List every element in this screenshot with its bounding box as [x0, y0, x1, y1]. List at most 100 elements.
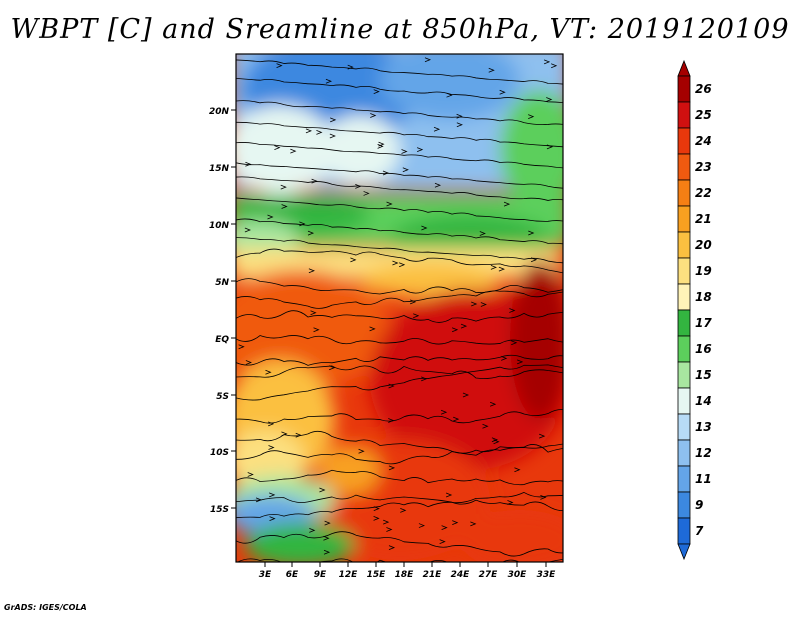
streamline — [236, 409, 563, 424]
streamline-arrow — [311, 178, 318, 184]
streamline-arrow — [400, 508, 407, 513]
streamline — [236, 290, 563, 309]
streamline-arrow — [462, 392, 470, 398]
streamline — [236, 364, 563, 401]
streamline-arrow — [456, 122, 463, 128]
colorbar-label: 15 — [695, 368, 712, 382]
streamline-arrow — [329, 133, 336, 139]
streamline-arrow — [539, 433, 546, 439]
streamline-arrow — [439, 539, 446, 545]
colorbar-segment — [677, 465, 691, 493]
streamline-arrow — [453, 416, 460, 422]
streamline-arrow — [445, 492, 453, 498]
colorbar-segment — [677, 439, 691, 467]
streamline-arrow — [416, 147, 424, 152]
colorbar-segment — [677, 517, 691, 545]
streamline-arrow — [267, 214, 274, 220]
colorbar: 26 25 24 23 22 21 20 19 18 17 16 15 14 13 12 11 9 7 — [677, 59, 712, 561]
lon-label: 12E — [339, 570, 359, 580]
lon-label: 3E — [259, 570, 272, 580]
streamline-arrow — [503, 201, 511, 207]
streamline-arrow — [386, 201, 393, 207]
streamline-arrow — [530, 257, 538, 263]
streamline — [236, 494, 563, 512]
streamline-arrow — [274, 145, 281, 150]
streamline-arrow — [280, 184, 287, 190]
streamline-arrow — [265, 369, 272, 375]
colorbar-segment — [677, 231, 691, 259]
streamline-arrow — [307, 230, 315, 236]
streamline-arrow — [323, 535, 330, 541]
lat-label: 15S — [210, 505, 229, 515]
lon-label: 24E — [451, 570, 471, 580]
streamline-arrow — [440, 409, 448, 415]
colorbar-label: 18 — [695, 290, 712, 304]
colorbar-label: 13 — [695, 420, 712, 434]
streamline-arrow — [323, 549, 331, 555]
colorbar-label: 23 — [695, 160, 712, 174]
streamline-arrow — [358, 448, 365, 454]
colorbar-label: 7 — [695, 524, 704, 538]
streamline-arrow — [355, 183, 362, 189]
streamline — [236, 310, 563, 323]
streamline-arrow — [316, 130, 323, 135]
colorbar-segment — [677, 283, 691, 311]
streamline-arrow — [255, 497, 263, 503]
streamline — [236, 531, 563, 557]
colorbar-label: 21 — [695, 212, 712, 226]
streamline-arrow — [325, 78, 332, 84]
streamline — [236, 558, 563, 562]
streamline-arrow — [309, 528, 316, 533]
lon-axis: 3E 6E 9E 12E 15E 18E 21E 24E 27E 30E 33E — [259, 562, 556, 580]
streamline-arrow — [543, 59, 551, 65]
streamline-arrow — [388, 465, 396, 471]
streamline-arrow — [424, 57, 432, 63]
colorbar-label: 11 — [695, 472, 712, 486]
streamline-arrow — [329, 365, 336, 371]
streamline-arrow — [446, 92, 453, 98]
streamline — [236, 142, 563, 169]
streamline-arrow — [456, 113, 463, 119]
streamline — [236, 218, 563, 245]
streamline-arrow — [386, 527, 393, 532]
streamline — [236, 469, 563, 486]
streamline-arrow — [507, 500, 514, 505]
colorbar-label: 22 — [695, 186, 712, 200]
streamline-arrow — [281, 204, 288, 209]
streamline-arrow — [269, 516, 276, 521]
streamline-arrow — [499, 89, 506, 95]
colorbar-label: 26 — [695, 82, 712, 96]
streamline — [236, 491, 563, 519]
streamline-arrow — [401, 149, 408, 154]
colorbar-segment — [677, 179, 691, 207]
streamline-arrow — [373, 506, 380, 511]
colorbar-segment — [677, 361, 691, 389]
streamline — [236, 278, 563, 295]
colorbar-label: 25 — [695, 108, 712, 122]
streamline-arrow — [421, 376, 428, 382]
streamline-arrow — [308, 268, 315, 274]
streamline-arrow — [369, 326, 376, 332]
streamline-arrow — [330, 117, 337, 123]
lon-label: 30E — [508, 570, 528, 580]
streamline-arrow — [498, 266, 505, 272]
colorbar-segment — [677, 335, 691, 363]
streamline-arrow — [482, 423, 489, 429]
streamline-arrow — [421, 225, 428, 231]
lat-label: 20N — [209, 107, 230, 117]
streamline-arrow — [480, 302, 487, 307]
streamline-arrow — [511, 340, 518, 346]
streamline-arrow — [313, 327, 320, 333]
streamline-arrow — [281, 431, 288, 437]
colorbar-segment — [677, 75, 691, 103]
colorbar-segment — [677, 257, 691, 285]
colorbar-arrow-bottom — [677, 543, 691, 561]
streamline — [236, 162, 563, 189]
streamline-arrow — [310, 310, 317, 316]
colorbar-label: 9 — [695, 498, 703, 512]
streamline-arrow — [392, 260, 399, 266]
streamline — [236, 444, 563, 465]
lat-label: 5S — [216, 392, 229, 402]
lon-label: 9E — [314, 570, 327, 580]
colorbar-segment — [677, 127, 691, 155]
